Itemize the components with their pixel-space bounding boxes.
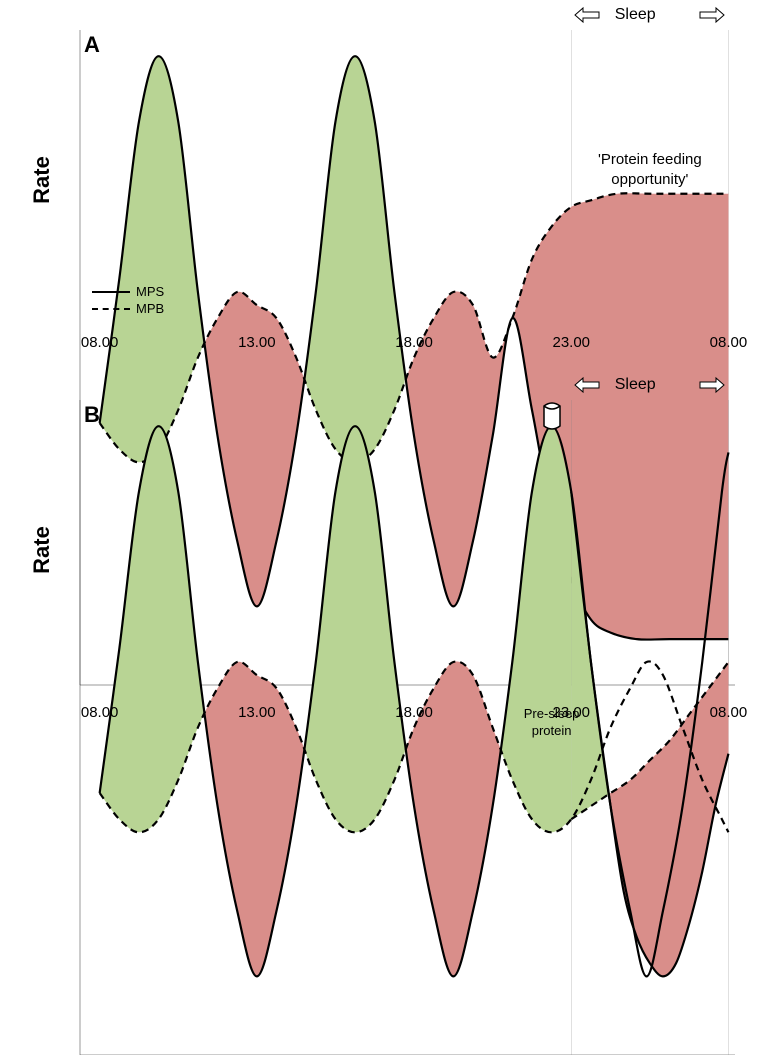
legend-line-solid bbox=[92, 291, 130, 293]
xtick-a-1: 13.00 bbox=[238, 334, 276, 351]
annotation-line2: opportunity' bbox=[611, 171, 688, 188]
xtick-a-2: 18.00 bbox=[395, 334, 433, 351]
xtick-a-4: 08.00 bbox=[710, 334, 748, 351]
presleep-protein-icon bbox=[541, 400, 563, 434]
legend-row-mps: MPS bbox=[92, 284, 164, 299]
annotation-line1: 'Protein feeding bbox=[598, 151, 702, 168]
legend-mpb-label: MPB bbox=[136, 301, 164, 316]
sleep-label-a: Sleep bbox=[615, 6, 656, 24]
xtick-b-2: 18.00 bbox=[395, 704, 433, 721]
ylabel-b: Rate bbox=[30, 400, 54, 700]
xtick-b-3: 23.00 bbox=[552, 704, 590, 721]
xtick-b-4: 08.00 bbox=[710, 704, 748, 721]
xtick-a-0: 08.00 bbox=[81, 334, 119, 351]
xtick-a-3: 23.00 bbox=[552, 334, 590, 351]
panel-a: A Sleep 'Protein feeding opportunity' bbox=[80, 30, 735, 330]
legend-line-dashed bbox=[92, 308, 130, 310]
sleep-arrow-left-a bbox=[575, 8, 599, 22]
sleep-arrow-left-b bbox=[575, 378, 599, 392]
xtick-b-0: 08.00 bbox=[81, 704, 119, 721]
legend: MPS MPB bbox=[92, 284, 164, 318]
legend-row-mpb: MPB bbox=[92, 301, 164, 316]
xtick-b-1: 13.00 bbox=[238, 704, 276, 721]
sleep-arrow-right-b bbox=[700, 378, 724, 392]
panel-b: B Sleep Pre-sleep protein bbox=[80, 400, 735, 700]
protein-opportunity-annotation: 'Protein feeding opportunity' bbox=[578, 150, 722, 189]
figure: A Sleep 'Protein feeding opportunity' bbox=[0, 0, 764, 736]
ylabel-a: Rate bbox=[30, 30, 54, 330]
legend-mps-label: MPS bbox=[136, 284, 164, 299]
sleep-arrow-right-a bbox=[700, 8, 724, 22]
xticks-a: 08.00 13.00 18.00 23.00 08.00 bbox=[80, 334, 735, 358]
sleep-label-b: Sleep bbox=[615, 376, 656, 394]
xticks-b: 08.00 13.00 18.00 23.00 08.00 bbox=[80, 704, 735, 728]
